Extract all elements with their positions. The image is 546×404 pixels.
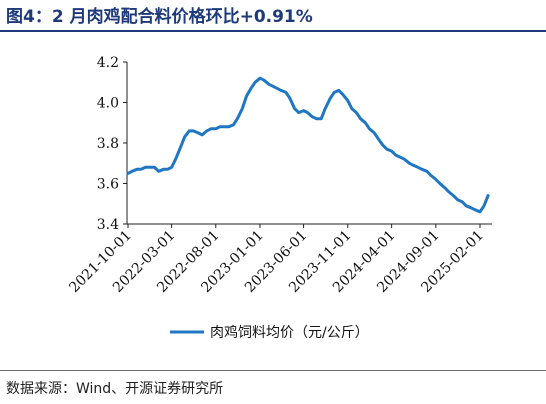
source-rule <box>0 370 546 371</box>
title-rule <box>0 30 546 32</box>
y-axis-ticks: 3.4 3.6 3.8 4.0 4.2 <box>97 55 127 233</box>
series-lines <box>126 76 490 214</box>
y-tick-label: 4.2 <box>97 55 119 71</box>
series-line <box>126 76 490 214</box>
legend: 肉鸡饲料均价（元/公斤） <box>170 324 369 341</box>
y-tick-label: 4.0 <box>97 96 119 112</box>
y-tick-label: 3.6 <box>97 177 119 193</box>
y-tick-label: 3.8 <box>97 136 119 152</box>
chart-title: 图4：2 月肉鸡配合料价格环比+0.91% <box>6 7 313 27</box>
y-tick-label: 3.4 <box>97 217 119 233</box>
source-note: 数据来源：Wind、开源证券研究所 <box>6 381 224 397</box>
legend-label: 肉鸡饲料均价（元/公斤） <box>210 324 369 341</box>
x-axis-ticks: 2021-10-012022-03-012022-08-012023-01-01… <box>66 224 487 296</box>
